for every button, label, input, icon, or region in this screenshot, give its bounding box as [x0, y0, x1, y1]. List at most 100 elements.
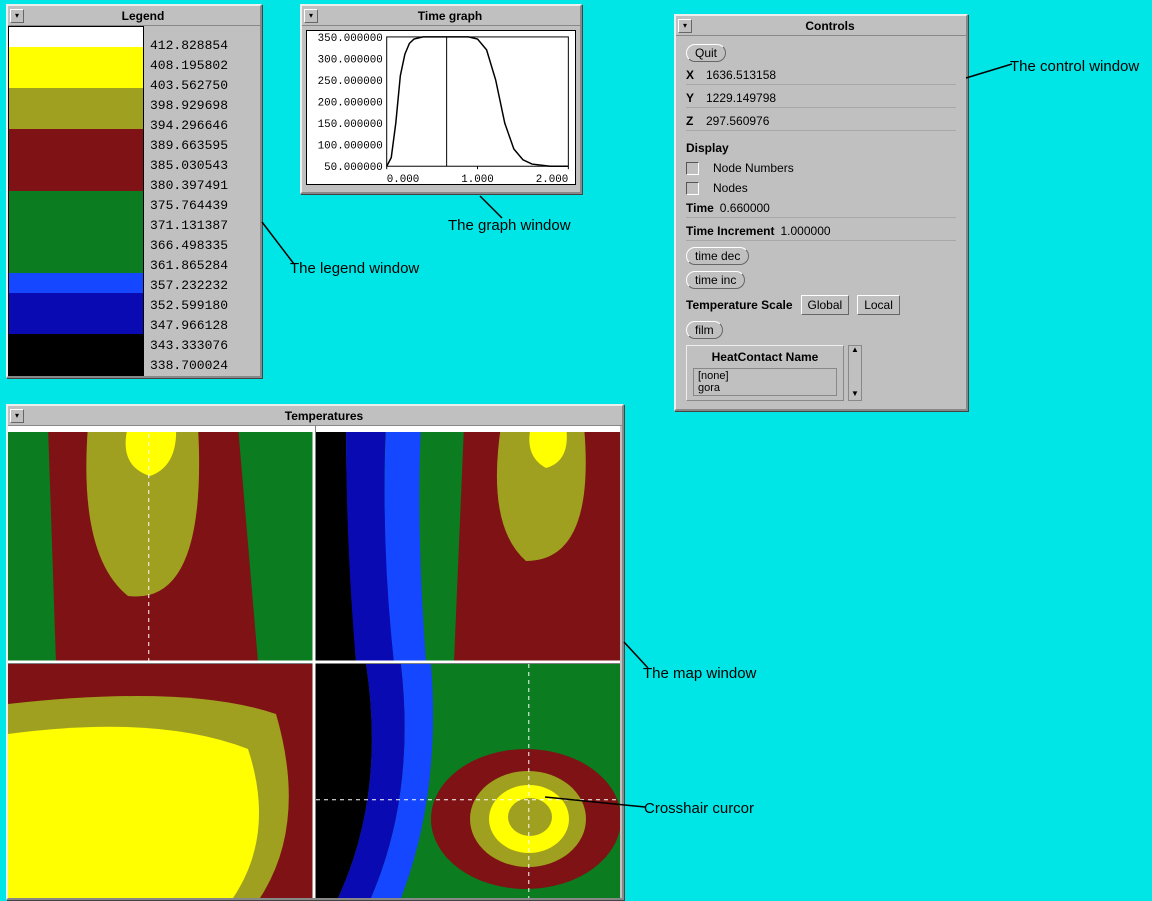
z-value: 297.560976: [706, 114, 769, 128]
quit-button[interactable]: Quit: [686, 44, 726, 62]
legend-swatch: [9, 129, 143, 149]
svg-text:250.000000: 250.000000: [318, 76, 383, 88]
legend-swatch: [9, 191, 143, 211]
time-value: 0.660000: [720, 201, 770, 215]
temperatures-map[interactable]: [8, 426, 620, 898]
svg-text:2.000: 2.000: [536, 174, 569, 185]
time-label: Time: [686, 201, 714, 215]
legend-swatch: [9, 88, 143, 108]
timegraph-titlebar[interactable]: ▾ Time graph: [302, 6, 580, 26]
legend-value: 408.195802: [144, 56, 258, 76]
controls-title: Controls: [696, 19, 964, 33]
annotation-graph-line: [476, 192, 506, 222]
window-menu-icon[interactable]: ▾: [10, 9, 24, 23]
timegraph-content: 350.000000 300.000000 250.000000 200.000000…: [302, 26, 580, 192]
temperature-svg: [8, 426, 620, 898]
local-button[interactable]: Local: [857, 295, 900, 315]
y-label: Y: [686, 91, 700, 105]
annotation-crosshair: Crosshair curcor: [644, 800, 754, 817]
x-label: X: [686, 68, 700, 82]
annotation-crosshair-line: [543, 795, 647, 813]
heatcontact-list[interactable]: [none]gora: [693, 368, 837, 396]
controls-window: ▾ Controls Quit X 1636.513158 Y 1229.149…: [674, 14, 968, 411]
legend-value: 385.030543: [144, 156, 258, 176]
time-dec-button[interactable]: time dec: [686, 247, 749, 265]
legend-value: 398.929698: [144, 96, 258, 116]
global-button[interactable]: Global: [801, 295, 850, 315]
svg-text:50.000000: 50.000000: [324, 162, 383, 174]
window-menu-icon[interactable]: ▾: [678, 19, 692, 33]
controls-content: Quit X 1636.513158 Y 1229.149798 Z 297.5…: [676, 36, 966, 409]
heatcontact-item[interactable]: [none]: [696, 370, 834, 382]
time-increment-value: 1.000000: [780, 224, 830, 238]
svg-text:0.000: 0.000: [387, 174, 420, 185]
film-button[interactable]: film: [686, 321, 723, 339]
annotation-map: The map window: [643, 665, 756, 682]
window-menu-icon[interactable]: ▾: [304, 9, 318, 23]
legend-swatch: [9, 150, 143, 170]
legend-swatch: [9, 334, 143, 354]
legend-value: 357.232232: [144, 276, 258, 296]
timegraph-title: Time graph: [322, 9, 578, 23]
legend-value: 412.828854: [144, 36, 258, 56]
legend-window: ▾ Legend 412.828854408.195802403.5627503…: [6, 4, 262, 378]
scroll-down-icon[interactable]: ▼: [849, 390, 861, 400]
annotation-control: The control window: [1010, 58, 1139, 75]
legend-swatch: [9, 314, 143, 334]
legend-content: 412.828854408.195802403.562750398.929698…: [8, 26, 260, 376]
legend-title: Legend: [28, 9, 258, 23]
scroll-up-icon[interactable]: ▲: [849, 346, 861, 356]
legend-swatch: [9, 355, 143, 375]
svg-text:350.000000: 350.000000: [318, 33, 383, 45]
z-label: Z: [686, 114, 700, 128]
svg-text:150.000000: 150.000000: [318, 119, 383, 131]
temperature-scale-label: Temperature Scale: [686, 298, 793, 312]
legend-swatch: [9, 252, 143, 272]
legend-value: 366.498335: [144, 236, 258, 256]
display-label: Display: [686, 141, 956, 155]
legend-value: 403.562750: [144, 76, 258, 96]
legend-value: 371.131387: [144, 216, 258, 236]
annotation-map-line: [620, 638, 650, 672]
nodes-checkbox[interactable]: [686, 182, 699, 195]
svg-text:200.000000: 200.000000: [318, 98, 383, 110]
annotation-control-line: [964, 60, 1014, 80]
node-numbers-label: Node Numbers: [713, 161, 794, 175]
nodes-label: Nodes: [713, 181, 748, 195]
legend-value: 380.397491: [144, 176, 258, 196]
x-value: 1636.513158: [706, 68, 776, 82]
heatcontact-item[interactable]: gora: [696, 382, 834, 394]
legend-swatch: [9, 109, 143, 129]
legend-swatch: [9, 211, 143, 231]
annotation-legend-line: [258, 218, 298, 268]
legend-swatch: [9, 170, 143, 190]
legend-swatch: [9, 293, 143, 313]
controls-titlebar[interactable]: ▾ Controls: [676, 16, 966, 36]
legend-value: 338.700024: [144, 356, 258, 376]
y-value: 1229.149798: [706, 91, 776, 105]
legend-swatch: [9, 68, 143, 88]
legend-swatch: [9, 232, 143, 252]
legend-value: 347.966128: [144, 316, 258, 336]
annotation-legend: The legend window: [290, 260, 419, 277]
legend-value: 389.663595: [144, 136, 258, 156]
temperatures-window: ▾ Temperatures: [6, 404, 624, 900]
svg-text:1.000: 1.000: [461, 174, 494, 185]
legend-swatch: [9, 47, 143, 67]
time-inc-button[interactable]: time inc: [686, 271, 745, 289]
heatcontact-label: HeatContact Name: [693, 350, 837, 364]
heatcontact-scrollbar[interactable]: ▲ ▼: [848, 345, 862, 401]
node-numbers-checkbox[interactable]: [686, 162, 699, 175]
legend-value: 375.764439: [144, 196, 258, 216]
svg-text:100.000000: 100.000000: [318, 141, 383, 153]
legend-value: 361.865284: [144, 256, 258, 276]
temperatures-titlebar[interactable]: ▾ Temperatures: [8, 406, 622, 426]
svg-text:300.000000: 300.000000: [318, 54, 383, 66]
annotation-graph: The graph window: [448, 217, 571, 234]
legend-titlebar[interactable]: ▾ Legend: [8, 6, 260, 26]
window-menu-icon[interactable]: ▾: [10, 409, 24, 423]
timegraph-plot: 350.000000 300.000000 250.000000 200.000000…: [306, 30, 576, 185]
legend-value: 394.296646: [144, 116, 258, 136]
legend-value: 352.599180: [144, 296, 258, 316]
legend-colorbar: [8, 26, 144, 376]
